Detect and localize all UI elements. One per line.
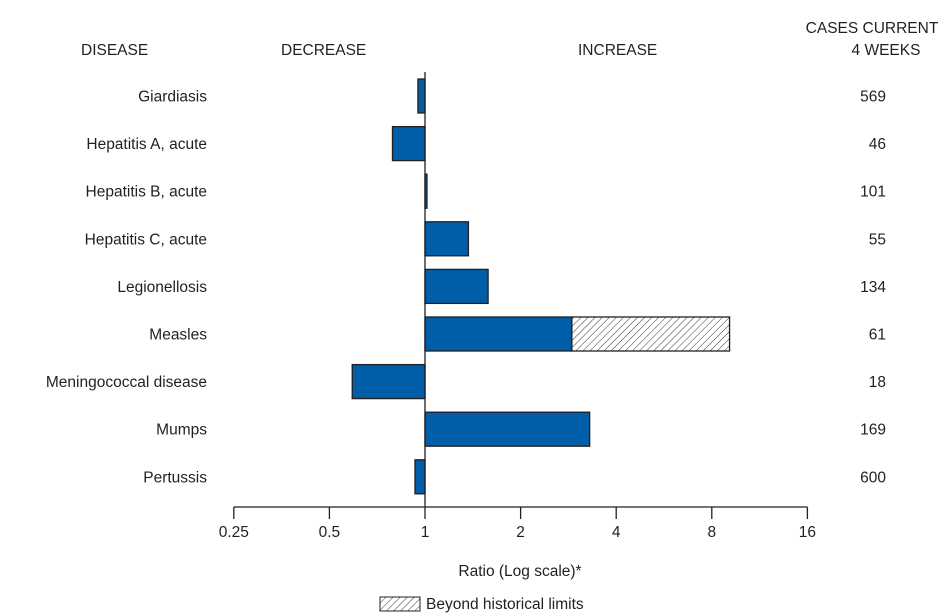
ratio-bar (424, 316, 573, 352)
disease-row: Meningococcal disease 18 (46, 363, 886, 400)
x-tick-label: 16 (799, 524, 816, 541)
header-disease: DISEASE (81, 42, 148, 59)
disease-row: Hepatitis C, acute 55 (85, 221, 886, 257)
header-cases-line1: CASES CURRENT (806, 20, 939, 37)
disease-label: Giardiasis (138, 89, 207, 106)
x-axis-label: Ratio (Log scale)* (458, 563, 581, 580)
ratio-bar (424, 411, 591, 447)
x-axis: 0.25 0.5 1 2 4 8 16 (219, 72, 816, 541)
disease-label: Hepatitis B, acute (86, 184, 207, 201)
disease-label: Mumps (156, 422, 207, 439)
cases-value: 61 (869, 327, 886, 344)
ratio-bar (391, 125, 426, 162)
x-tick-label: 2 (516, 524, 525, 541)
cases-value: 169 (860, 422, 886, 439)
disease-label: Measles (149, 327, 207, 344)
ratio-bar (414, 459, 426, 495)
disease-label: Legionellosis (117, 279, 207, 296)
disease-row: Giardiasis 569 (138, 78, 886, 114)
disease-row: Measles 61 (149, 316, 886, 352)
disease-label: Meningococcal disease (46, 374, 207, 391)
disease-row: Pertussis 600 (143, 459, 886, 495)
cases-value: 569 (860, 89, 886, 106)
x-tick-label: 0.5 (319, 524, 341, 541)
disease-row: Hepatitis B, acute 101 (86, 173, 886, 209)
beyond-limits-bar (571, 316, 731, 352)
cases-value: 18 (869, 374, 886, 391)
disease-label: Hepatitis A, acute (86, 136, 207, 153)
ratio-bar (424, 268, 489, 305)
x-tick-label: 0.25 (219, 524, 249, 541)
legend-hatch-swatch (379, 596, 421, 612)
header-increase: INCREASE (578, 42, 657, 59)
cases-value: 46 (869, 136, 886, 153)
disease-label: Pertussis (143, 469, 207, 486)
x-tick-label: 1 (421, 524, 430, 541)
header-cases-line2: 4 WEEKS (852, 42, 921, 59)
disease-row: Mumps 169 (156, 411, 886, 447)
ratio-bar (417, 78, 426, 114)
legend-label: Beyond historical limits (426, 596, 584, 613)
cases-value: 600 (860, 469, 886, 486)
x-tick-label: 8 (707, 524, 716, 541)
cases-value: 134 (860, 279, 886, 296)
disease-row: Hepatitis A, acute 46 (86, 125, 886, 162)
disease-row: Legionellosis 134 (117, 268, 886, 305)
x-tick-label: 4 (612, 524, 621, 541)
legend: Beyond historical limits (379, 596, 584, 613)
cases-value: 55 (869, 231, 886, 248)
header-decrease: DECREASE (281, 42, 366, 59)
cases-value: 101 (860, 184, 886, 201)
ratio-bar (351, 363, 426, 400)
disease-label: Hepatitis C, acute (85, 231, 207, 248)
ratio-bar (424, 221, 470, 257)
